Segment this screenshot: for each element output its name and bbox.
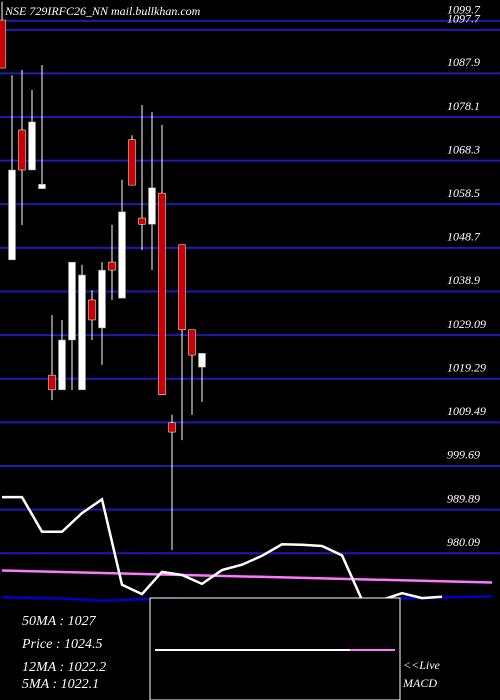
y-tick-label: 1038.9 [447, 273, 480, 287]
candle-body [178, 244, 186, 331]
stat: Price : 1024.5 [21, 637, 102, 652]
candle-body [108, 261, 116, 271]
y-tick-label: 1068.3 [447, 142, 480, 156]
candle-body [48, 374, 56, 391]
candle-body [58, 339, 66, 391]
y-tick-label: 1099.7 [447, 3, 481, 17]
candle-body [0, 19, 6, 69]
stat: 12MA : 1022.2 [22, 660, 106, 675]
candle-body [118, 211, 126, 299]
y-tick-label: 1019.29 [447, 360, 486, 374]
stat: 50MA : 1027 [22, 614, 97, 629]
stat: 5MA : 1022.1 [22, 677, 99, 692]
panel-label: <<Live [403, 658, 441, 672]
indicator-line [1, 569, 493, 584]
y-tick-label: 1058.5 [447, 186, 480, 200]
candle-body [18, 129, 26, 171]
stats: 50MA : 1027 Price : 1024.5 12MA : 1022.2… [21, 614, 106, 692]
candle-body [138, 217, 146, 225]
y-tick-label: 980.09 [447, 535, 480, 549]
candle-body [148, 187, 156, 225]
y-tick-label: 1048.7 [447, 230, 481, 244]
y-tick-label: 999.69 [447, 448, 480, 462]
candle-body [168, 422, 176, 433]
candle-body [38, 183, 46, 189]
y-tick-label: 1087.9 [447, 55, 480, 69]
indicator-line [2, 495, 443, 602]
y-tick-label: 989.89 [447, 491, 480, 505]
candle-body [78, 274, 86, 391]
y-tick-label: 1029.09 [447, 317, 486, 331]
candle-body [28, 121, 36, 171]
plot-area [0, 1, 206, 551]
candle-body [158, 192, 166, 395]
indicator-lines [1, 495, 493, 603]
candle-body [188, 329, 196, 356]
candle-body [8, 169, 16, 261]
candle-body [68, 261, 76, 341]
candle-body [198, 353, 206, 368]
panel-label: MACD [402, 676, 437, 690]
candle-body [98, 269, 106, 329]
y-tick-label: 1097.7 [447, 12, 481, 26]
y-tick-label: 1009.49 [447, 404, 486, 418]
chart-title: NSE 729IRFC26_NN mail.bullkhan.com [4, 4, 201, 18]
candle-body [128, 139, 136, 186]
candle-body [88, 299, 96, 321]
y-tick-label: 1078.1 [447, 99, 480, 113]
